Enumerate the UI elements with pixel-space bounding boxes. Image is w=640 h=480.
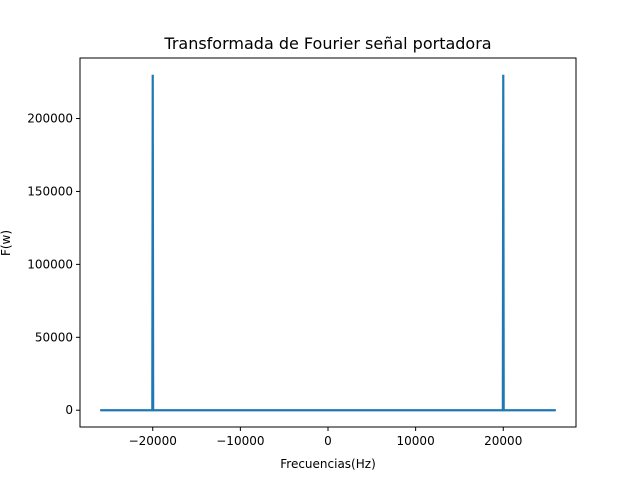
y-tick-label: 0 [65, 403, 73, 417]
x-tick-label: −20000 [129, 434, 177, 448]
x-tick-label: −10000 [216, 434, 264, 448]
y-tick-label: 50000 [35, 330, 73, 344]
y-tick-label: 100000 [27, 257, 73, 271]
x-axis-ticks: −20000 −10000 0 10000 20000 [129, 427, 522, 448]
y-tick-label: 200000 [27, 112, 73, 126]
series-line-0 [100, 74, 556, 412]
x-tick-label: 20000 [484, 434, 522, 448]
y-tick-label: 150000 [27, 184, 73, 198]
series-layer [100, 74, 556, 412]
chart-title: Transformada de Fourier señal portadora [163, 34, 491, 53]
y-axis-ticks: 0 50000 100000 150000 200000 [27, 112, 80, 417]
x-axis-label: Frecuencias(Hz) [280, 457, 376, 471]
y-axis-label: F(w) [0, 230, 13, 256]
x-tick-label: 10000 [397, 434, 435, 448]
x-tick-label: 0 [324, 434, 332, 448]
